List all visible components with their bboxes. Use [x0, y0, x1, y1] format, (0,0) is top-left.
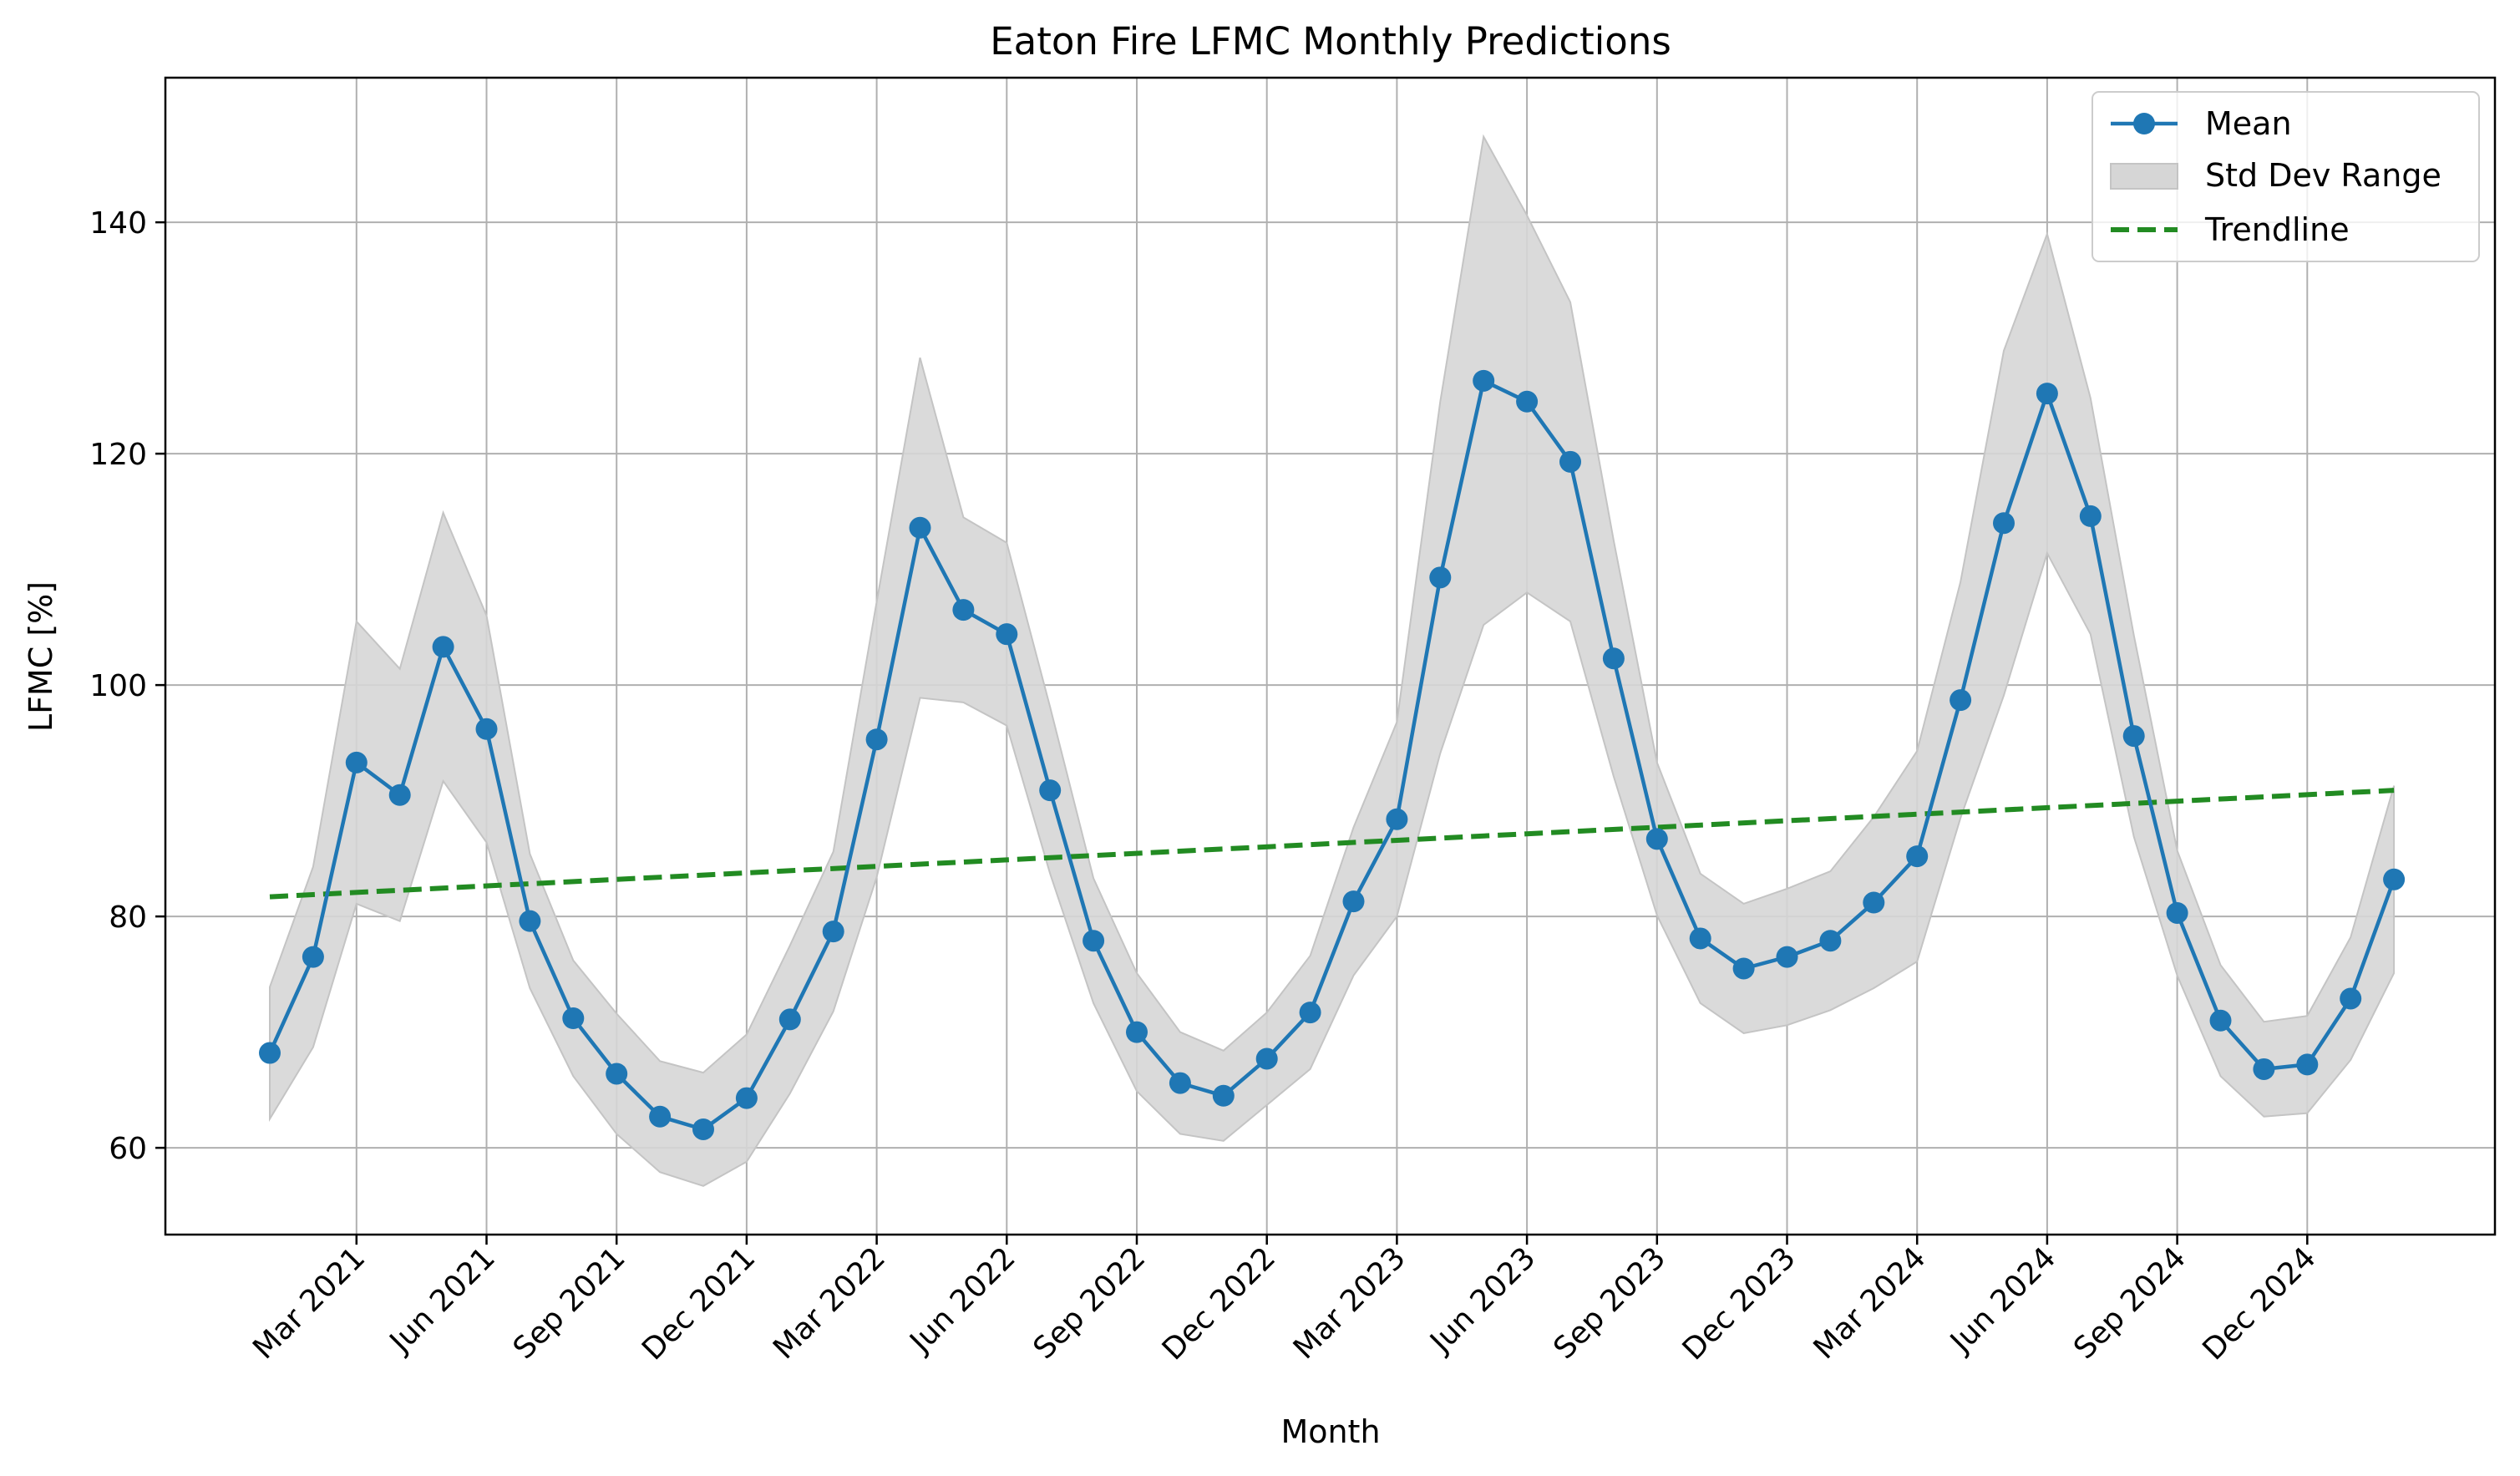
mean-point — [1863, 891, 1885, 914]
mean-point — [2036, 383, 2058, 405]
mean-point — [822, 921, 844, 943]
mean-point — [1993, 512, 2015, 535]
legend-std-dev-swatch — [2110, 163, 2178, 190]
plot-area-frame — [164, 76, 2497, 1236]
mean-point — [1169, 1072, 1191, 1094]
y-tick-label: 100 — [89, 669, 147, 703]
mean-point — [1732, 957, 1755, 980]
mean-point — [1950, 689, 1972, 712]
legend: Mean Std Dev Range Trendline — [2092, 91, 2480, 262]
mean-point — [2296, 1053, 2319, 1076]
mean-point — [2209, 1009, 2232, 1032]
mean-point — [1039, 779, 1062, 802]
mean-point — [519, 910, 541, 932]
mean-point — [1083, 930, 1105, 952]
mean-point — [1559, 450, 1581, 473]
mean-point — [2079, 505, 2102, 527]
chart-title: Eaton Fire LFMC Monthly Predictions — [990, 19, 1671, 63]
mean-point — [2383, 868, 2406, 890]
mean-series-layer — [259, 369, 2406, 1140]
mean-point — [996, 623, 1018, 646]
mean-point — [1429, 566, 1452, 589]
mean-point — [1689, 927, 1711, 950]
legend-label-mean: Mean — [2205, 105, 2292, 142]
mean-point — [1473, 369, 1495, 392]
legend-box — [2092, 91, 2480, 262]
y-tick-label: 120 — [89, 438, 147, 472]
mean-point — [1212, 1084, 1235, 1107]
mean-point — [2166, 901, 2188, 924]
mean-point — [778, 1008, 801, 1031]
mean-point — [1819, 930, 1842, 952]
y-tick-label: 140 — [89, 206, 147, 241]
mean-point — [475, 718, 498, 740]
legend-mean-marker — [2133, 113, 2155, 134]
mean-point — [1342, 890, 1365, 913]
y-axis-label: LFMC [%] — [23, 581, 59, 732]
mean-point — [432, 636, 454, 658]
mean-point — [952, 599, 975, 621]
mean-point — [649, 1105, 672, 1128]
y-tick-label: 60 — [109, 1132, 147, 1166]
mean-point — [345, 751, 368, 774]
std-dev-band — [269, 134, 2396, 1187]
trendline — [269, 788, 2395, 900]
legend-label-trendline: Trendline — [2204, 211, 2350, 248]
mean-point — [909, 516, 931, 539]
mean-point — [1516, 390, 1539, 413]
mean-point — [1645, 828, 1668, 850]
mean-point — [735, 1087, 758, 1109]
mean-point — [302, 946, 324, 968]
mean-point — [2122, 725, 2145, 748]
trendline-layer — [269, 788, 2395, 900]
mean-point — [1299, 1002, 1321, 1024]
mean-point — [562, 1007, 585, 1030]
mean-point — [606, 1063, 628, 1085]
std-dev-band-layer — [269, 134, 2396, 1187]
mean-point — [1776, 946, 1798, 968]
mean-point — [865, 728, 888, 751]
legend-label-std-dev: Std Dev Range — [2205, 157, 2441, 194]
mean-point — [692, 1118, 714, 1140]
mean-point — [1126, 1021, 1148, 1043]
mean-point — [259, 1042, 281, 1064]
x-axis-label: Month — [1280, 1413, 1380, 1450]
mean-point — [388, 784, 411, 806]
mean-point — [2253, 1058, 2275, 1080]
y-tick-label: 80 — [109, 900, 147, 935]
mean-point — [1602, 647, 1625, 670]
mean-point — [2340, 987, 2362, 1010]
mean-point — [1906, 845, 1929, 868]
mean-point — [1386, 808, 1408, 830]
mean-point — [1255, 1047, 1278, 1070]
